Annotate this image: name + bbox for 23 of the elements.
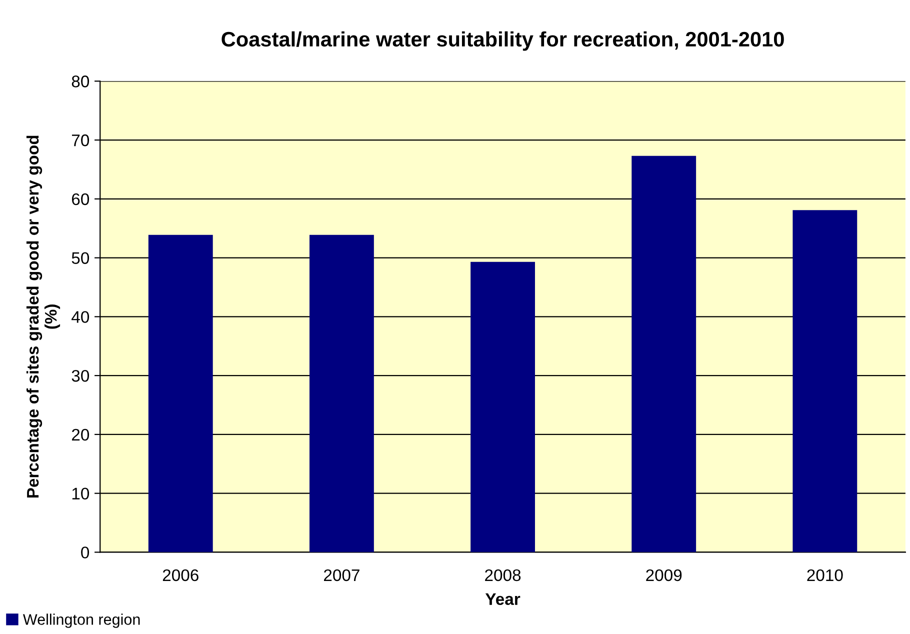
- bar: [148, 234, 213, 552]
- y-axis-title: Percentage of sites graded good or very good (%): [26, 136, 60, 498]
- y-tick-label: 80: [72, 76, 90, 88]
- y-tick-label: 40: [72, 311, 90, 323]
- bar: [632, 156, 696, 552]
- x-tick-label: 2010: [807, 569, 843, 582]
- x-tick-label: 2008: [485, 569, 521, 582]
- x-tick-label: 2007: [324, 569, 360, 582]
- y-tick-label: 0: [81, 546, 90, 558]
- y-tick-label: 70: [72, 134, 90, 146]
- y-tick-label: 10: [72, 488, 90, 500]
- y-tick-label: 30: [72, 370, 90, 382]
- x-axis-title: Year: [485, 593, 520, 605]
- y-tick-label: 60: [72, 193, 90, 206]
- y-tick-label: 20: [72, 428, 90, 441]
- y-tick-label: 50: [72, 252, 90, 264]
- x-tick-label: 2009: [646, 569, 682, 582]
- x-tick-label: 2006: [162, 569, 198, 582]
- bar: [309, 234, 374, 552]
- bar: [792, 210, 858, 552]
- legend-label: Wellington region: [22, 614, 140, 628]
- bar: [470, 262, 535, 552]
- chart-title: Coastal/marine water suitability for recreation, 2001-2010: [222, 31, 784, 51]
